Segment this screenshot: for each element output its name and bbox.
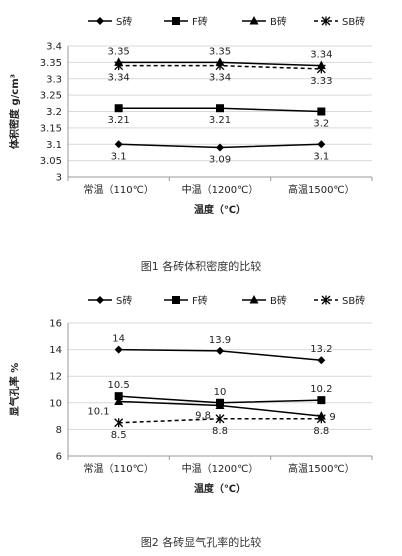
legend-label-3: B砖	[270, 15, 287, 28]
y-tick-label-7: 3.3	[46, 74, 62, 85]
series-4-point-1	[114, 418, 124, 428]
legend-marker-3	[249, 295, 259, 304]
legend-label-1: S砖	[116, 15, 132, 28]
series-4-data-label-3: 8.8	[313, 426, 329, 437]
y-tick-label-5: 3.2	[46, 107, 62, 118]
chart-2-caption: 图2 各砖显气孔率的比较	[140, 536, 262, 549]
series-1-point-3	[317, 356, 326, 365]
legend-marker-1	[96, 17, 104, 25]
series-2-data-label-3: 3.2	[313, 119, 329, 130]
y-tick-label-2: 3.05	[40, 156, 62, 167]
series-4-data-label-2: 8.8	[212, 426, 228, 437]
series-4-data-label-1: 8.5	[111, 430, 127, 441]
y-tick-label-3: 3.1	[46, 140, 62, 151]
series-4-data-label-1: 3.34	[108, 73, 130, 84]
series-4-point-2	[215, 414, 225, 424]
series-1: 3.1 3.09 3.1	[111, 140, 329, 166]
x-tick-label-3: 高温1500℃）	[288, 462, 355, 475]
series-3-data-label-1: 3.35	[108, 46, 130, 57]
chart-1-y-axis-title: 体积密度 g/cm³	[8, 74, 21, 149]
y-tick-label-9: 3.4	[46, 42, 62, 53]
series-1-data-label-3: 13.2	[310, 344, 332, 355]
series-4: 3.34 3.34 3.33	[108, 61, 332, 87]
legend-marker-4	[321, 295, 331, 305]
legend-label-4: SB砖	[342, 15, 365, 28]
series-3-data-label-2: 9.8	[195, 410, 211, 421]
y-tick-label-5: 14	[49, 345, 62, 356]
series-4-data-label-2: 3.34	[209, 73, 231, 84]
series-4-point-3	[316, 414, 326, 424]
series-2-data-label-2: 10	[214, 387, 227, 398]
chart-1-caption: 图1 各砖体积密度的比较	[140, 260, 262, 273]
legend-marker-1	[96, 296, 104, 304]
y-tick-label-8: 3.35	[40, 58, 62, 69]
series-1: 14 13.9 13.2	[112, 334, 332, 365]
series-3-data-label-2: 3.35	[209, 46, 231, 57]
x-tick-label-1: 常温（110℃）	[84, 183, 154, 196]
series-2-point-2	[216, 104, 224, 113]
y-tick-label-2: 8	[56, 425, 62, 436]
chart-1-x-axis-title: 温度（℃）	[194, 203, 246, 216]
legend-marker-4	[321, 16, 331, 26]
series-2-point-1	[114, 392, 123, 401]
series-1-data-label-2: 3.09	[209, 155, 231, 166]
series-1-data-label-2: 13.9	[209, 335, 231, 346]
series-3-data-label-3: 3.34	[310, 50, 332, 61]
series-2-point-1	[114, 104, 123, 113]
series-1-data-label-3: 3.1	[313, 151, 329, 162]
series-1-data-label-1: 3.1	[111, 151, 127, 162]
legend-marker-2	[172, 17, 180, 25]
chart-2-x-axis-title: 温度（℃）	[194, 482, 246, 495]
series-3-point-1	[114, 396, 124, 405]
x-tick-label-2: 中温（1200℃）	[182, 183, 259, 196]
y-tick-label-4: 12	[49, 372, 62, 383]
x-tick-label-3: 高温1500℃）	[288, 183, 355, 196]
chart-2-y-axis-title: 显气孔率 %	[8, 363, 21, 417]
series-2-data-label-2: 3.21	[209, 115, 231, 126]
y-tick-label-1: 3	[56, 173, 62, 184]
series-4: 8.5 8.8 8.8	[111, 414, 329, 441]
series-1-point-3	[317, 140, 326, 149]
chart-1: S砖 F砖 B砖 SB砖 3 3.05 3.1 3.15 3.2 3.25 3.3 3.35 3.4 常温…	[8, 15, 373, 216]
series-2-data-label-3: 10.2	[310, 384, 332, 395]
x-tick-label-1: 常温（110℃）	[84, 462, 154, 475]
series-1-data-label-1: 14	[112, 334, 125, 345]
series-2-data-label-1: 3.21	[108, 115, 130, 126]
series-1-point-1	[114, 140, 123, 149]
chart-2: S砖 F砖 B砖 SB砖 6 8 10 12 14 16 常温（110℃） 中温（1200℃） 高温15…	[8, 294, 373, 495]
series-1-point-2	[216, 143, 224, 152]
series-4-point-3	[316, 64, 326, 74]
y-tick-label-4: 3.15	[40, 123, 62, 134]
series-2-point-3	[317, 107, 326, 116]
series-3-data-label-1: 10.1	[87, 406, 109, 417]
series-1-point-1	[114, 345, 123, 354]
legend-label-1: S砖	[116, 294, 132, 307]
series-3-point-2	[215, 400, 225, 409]
legend-marker-2	[172, 296, 180, 304]
series-4-point-1	[114, 61, 124, 71]
series-2-data-label-1: 10.5	[108, 380, 130, 391]
series-2: 3.21 3.21 3.2	[108, 104, 329, 130]
series-2-point-3	[317, 396, 326, 405]
series-1-point-2	[216, 346, 224, 355]
legend-label-3: B砖	[270, 294, 287, 307]
y-tick-label-3: 10	[49, 398, 62, 409]
series-4-point-2	[215, 61, 225, 71]
legend-label-4: SB砖	[342, 294, 365, 307]
legend-label-2: F砖	[192, 294, 208, 307]
series-4-data-label-3: 3.33	[310, 76, 332, 87]
legend-label-2: F砖	[192, 15, 208, 28]
chart-1-legend: S砖 F砖 B砖 SB砖	[88, 15, 365, 28]
y-tick-label-6: 16	[49, 319, 62, 330]
legend-marker-3	[249, 16, 259, 25]
chart-2-legend: S砖 F砖 B砖 SB砖	[88, 294, 365, 307]
y-tick-label-1: 6	[56, 452, 62, 463]
y-tick-label-6: 3.25	[40, 91, 62, 102]
series-3-data-label-3: 9	[329, 412, 335, 423]
x-tick-label-2: 中温（1200℃）	[182, 462, 259, 475]
